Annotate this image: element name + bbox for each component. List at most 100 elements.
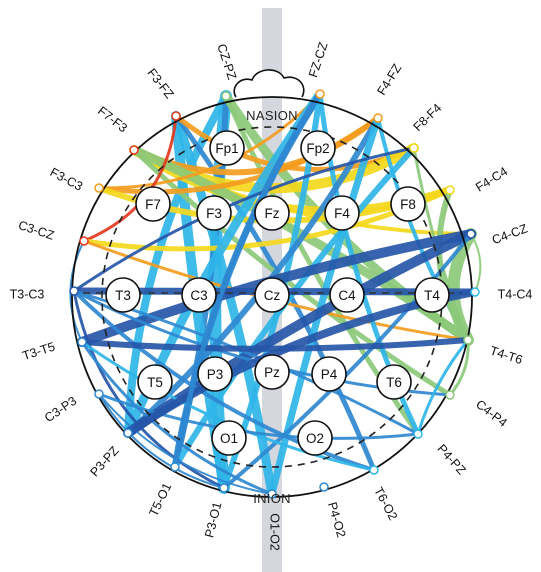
electrode-label: C3 — [190, 288, 207, 303]
electrode-circle — [329, 277, 365, 313]
electrodes-layer: Fp1 Fp2 F7 F3 Fz F4 F8 T3 C3 Cz C4 T4 T5 P3 Pz P4 T6 O1 O2 — [105, 130, 450, 456]
electrode-t4: T4 — [414, 277, 450, 313]
electrode-p3: P3 — [197, 356, 233, 392]
endpoint-marker-t3-c3 — [69, 286, 79, 296]
endpoint-marker-f4-c4 — [445, 185, 455, 195]
endpoint-marker-t4-t6 — [463, 335, 473, 345]
electrode-label: Fz — [265, 206, 280, 221]
electrode-circle — [414, 277, 450, 313]
connection-c3-p3-to-p3-o1 — [98, 393, 225, 489]
electrode-label: Cz — [264, 288, 281, 303]
connection-t4-c4-to-c4-cz — [470, 233, 482, 293]
electrode-t3: T3 — [105, 277, 141, 313]
electrode-f8: F8 — [390, 186, 426, 222]
electrode-circle — [376, 364, 412, 400]
electrode-cz: Cz — [254, 277, 290, 313]
endpoint-marker-fz-cz — [315, 89, 325, 99]
electrode-label: Pz — [264, 365, 280, 380]
connection-t4-t6-to-c4-p4 — [448, 338, 470, 397]
connection-c4-cz-to-p3-o1 — [222, 232, 473, 490]
electrode-circle — [105, 277, 141, 313]
endpoint-markers — [69, 89, 480, 499]
endpoint-marker-f4-fz — [373, 113, 383, 123]
electrode-pz: Pz — [254, 354, 290, 390]
connection-f8-f4-to-t3-c3 — [72, 146, 416, 293]
electrode-t5: T5 — [137, 364, 173, 400]
electrode-label: Fp1 — [215, 141, 238, 156]
electrode-label: P4 — [321, 367, 338, 382]
endpoint-marker-c3-p3 — [94, 389, 104, 399]
electrode-circle — [209, 130, 245, 166]
pair-label-o1-o2: O1-O2 — [268, 513, 282, 551]
electrode-label: T3 — [115, 288, 131, 303]
electrode-label: T5 — [147, 375, 163, 390]
connection-c3-p3-to-p4-pz — [97, 392, 420, 440]
endpoint-marker-f7-f3 — [129, 145, 139, 155]
inion-label: INION — [253, 491, 291, 506]
electrode-f4: F4 — [324, 195, 360, 231]
electrode-fp1: Fp1 — [209, 130, 245, 166]
electrode-circle — [297, 420, 333, 456]
endpoint-marker-f3-c3 — [94, 183, 104, 193]
connection-t3-c3-to-t6-o2 — [72, 289, 376, 472]
electrode-o1: O1 — [211, 420, 247, 456]
endpoint-marker-c4-cz — [466, 229, 476, 239]
connection-t3-t5-to-t6-o2 — [80, 340, 376, 472]
endpoint-marker-t6-o2 — [369, 465, 379, 475]
electrode-f3: F3 — [196, 195, 232, 231]
electrode-t6: T6 — [376, 364, 412, 400]
endpoint-marker-f8-f4 — [409, 143, 419, 153]
nose-outline — [233, 69, 305, 98]
connection-t3-t5-to-o1-o2 — [80, 340, 274, 496]
endpoint-marker-t5-o1 — [170, 462, 180, 472]
endpoint-marker-t4-c4 — [470, 287, 480, 297]
pair-label-t4-c4: T4-C4 — [498, 287, 533, 301]
connection-t5-o1-to-fz-cz — [172, 91, 323, 470]
electrode-label: T4 — [424, 288, 440, 303]
electrode-label: O2 — [306, 431, 324, 446]
electrode-circle — [211, 420, 247, 456]
electrode-label: F3 — [206, 206, 222, 221]
endpoint-marker-t3-t5 — [77, 337, 87, 347]
electrode-circle — [137, 364, 173, 400]
connection-f3-c3-to-fz-cz — [97, 92, 322, 190]
electrode-circle — [254, 277, 290, 313]
electrode-label: F8 — [400, 197, 416, 212]
endpoint-marker-p4-o2 — [319, 482, 329, 492]
electrode-f7: F7 — [135, 186, 171, 222]
electrode-fp2: Fp2 — [300, 130, 336, 166]
electrode-label: F7 — [145, 197, 161, 212]
electrode-fz: Fz — [254, 195, 290, 231]
nasion-label: NASION — [246, 108, 298, 123]
endpoint-marker-o1-o2 — [267, 489, 277, 499]
electrode-label: T6 — [386, 375, 402, 390]
connection-t3-t5-to-t4-t6 — [79, 337, 471, 352]
pair-label-t3-c3: T3-C3 — [10, 287, 45, 301]
electrode-label: F4 — [334, 206, 350, 221]
electrode-p4: P4 — [311, 356, 347, 392]
electrode-label: Fp2 — [306, 141, 329, 156]
endpoint-marker-c4-p4 — [445, 390, 455, 400]
electrode-circle — [311, 356, 347, 392]
electrode-circle — [181, 277, 217, 313]
electrode-circle — [135, 186, 171, 222]
connection-f3-c3-to-f4-fz — [96, 115, 381, 195]
electrode-circle — [324, 195, 360, 231]
endpoint-marker-cz-pz — [221, 91, 231, 101]
endpoint-marker-p3-o1 — [219, 483, 229, 493]
electrode-o2: O2 — [297, 420, 333, 456]
electrode-circle — [300, 130, 336, 166]
electrode-circle — [254, 195, 290, 231]
electrode-label: C4 — [338, 288, 356, 303]
endpoint-marker-p4-pz — [413, 429, 423, 439]
endpoint-marker-f3-fz — [171, 111, 181, 121]
electrode-circle — [390, 186, 426, 222]
electrode-label: O1 — [220, 431, 238, 446]
electrode-circle — [254, 354, 290, 390]
electrode-c3: C3 — [181, 277, 217, 313]
endpoint-marker-p3-pz — [123, 428, 133, 438]
electrode-label: P3 — [207, 367, 224, 382]
electrode-circle — [196, 195, 232, 231]
electrode-c4: C4 — [329, 277, 365, 313]
